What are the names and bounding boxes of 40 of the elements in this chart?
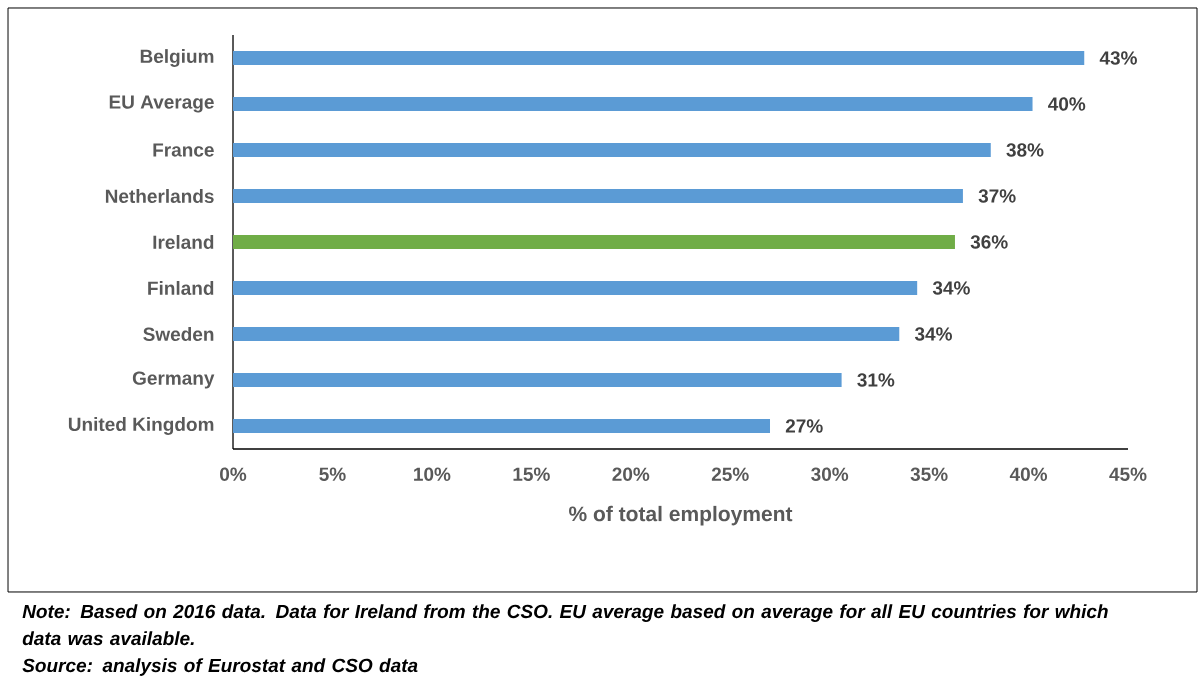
x-tick-label: 15% [513, 467, 550, 481]
bar [233, 280, 918, 295]
x-tick-label: 45% [1109, 467, 1147, 481]
y-tick-label: Belgium [140, 49, 214, 67]
data-label: 43% [1099, 51, 1137, 65]
x-tick-label: 30% [811, 467, 849, 482]
x-tick-label: 10% [414, 467, 451, 481]
y-tick-label: United Kingdom [68, 417, 214, 435]
data-label: 34% [914, 327, 952, 341]
x-tick-label: 40% [1009, 467, 1048, 481]
text: Note: Based on 2016 data. Data for Ireland from the CSO. EU average based on average for all EU countries for which data was available. [22, 604, 1108, 646]
y-tick-label: Finland [148, 281, 214, 295]
y-tick-label: Ireland [153, 235, 214, 249]
x-tick-label: 25% [711, 467, 749, 481]
bar [233, 326, 900, 341]
x-tick-label: 0% [220, 467, 247, 481]
bar [233, 235, 955, 249]
source-note: Source: analysis of Eurostat and CSO data [22, 658, 418, 676]
y-tick-label: EU Average [109, 95, 214, 113]
bar [233, 51, 1085, 65]
bar [233, 97, 1033, 111]
bar [233, 189, 963, 203]
bar [233, 418, 771, 433]
x-tick-label: 35% [910, 467, 948, 482]
x-tick-label: 5% [319, 467, 346, 481]
data-label: 38% [1006, 143, 1044, 157]
y-tick-label: Sweden [143, 327, 214, 341]
data-label: 31% [857, 373, 895, 387]
bar [233, 143, 991, 157]
data-label: 34% [932, 281, 970, 295]
data-label: 27% [785, 419, 823, 433]
y-tick-label: Germany [132, 371, 215, 389]
data-label: 36% [970, 235, 1008, 249]
y-tick-label: France [153, 143, 214, 157]
x-tick-label: 20% [612, 467, 650, 481]
x-axis-title: % of total employment [569, 505, 793, 526]
data-label: 37% [978, 189, 1016, 203]
data-label: 40% [1048, 97, 1086, 111]
bar [233, 372, 842, 387]
y-tick-label: Netherlands [105, 189, 214, 203]
